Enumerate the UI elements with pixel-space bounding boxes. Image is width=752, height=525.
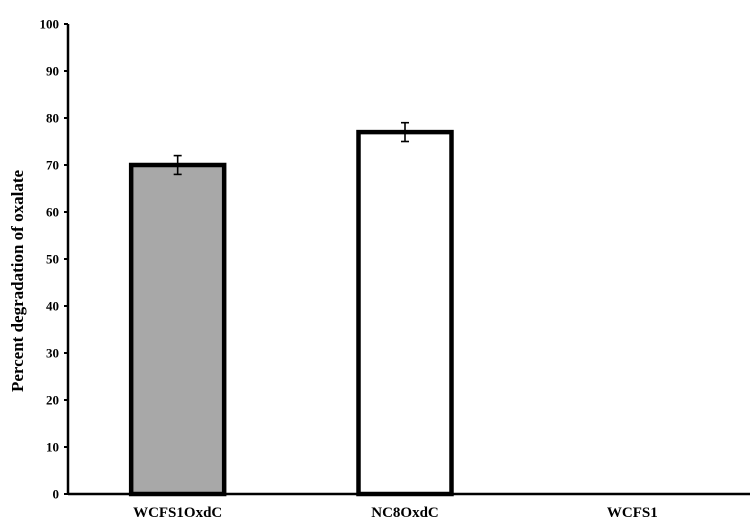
error-bars [173,121,409,176]
y-axis-ticks: 0 10 20 30 40 50 60 70 80 90 100 [40,17,68,502]
x-axis-labels: WCFS1OxdC NC8OxdC WCFS1 [133,505,658,521]
y-tick-label: 20 [46,393,59,408]
y-tick-label: 100 [40,17,60,32]
y-tick-label: 30 [46,346,59,361]
y-tick-label: 70 [46,158,59,173]
y-tick-label: 90 [46,64,59,79]
y-tick-label: 10 [46,440,59,455]
y-axis-title: Percent degradation of oxalate [8,170,27,393]
x-category-label: NC8OxdC [371,505,439,521]
bar-wcfs1oxdc [128,162,227,497]
bars [128,129,454,497]
x-category-label: WCFS1 [607,505,658,521]
y-tick-label: 50 [46,252,59,267]
x-category-label: WCFS1OxdC [133,505,222,521]
bar-nc8oxdc [356,129,454,497]
y-tick-label: 40 [46,299,59,314]
y-tick-label: 0 [53,487,60,502]
y-tick-label: 80 [46,111,59,126]
y-tick-label: 60 [46,205,59,220]
